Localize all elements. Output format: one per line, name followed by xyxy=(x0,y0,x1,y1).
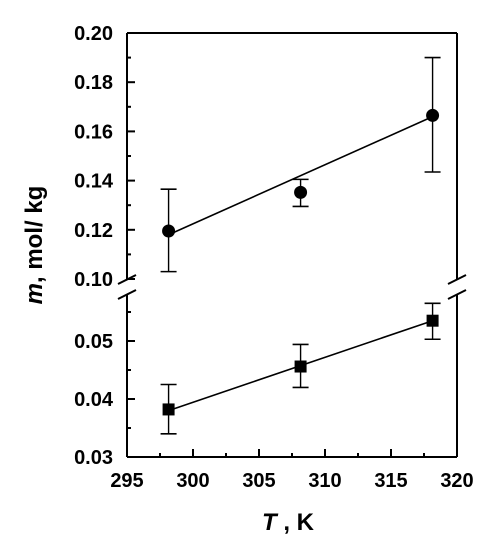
x-tick-label: 310 xyxy=(308,470,341,492)
fit-line xyxy=(168,115,433,236)
y-tick-label: 0.20 xyxy=(74,23,113,45)
x-tick-label: 315 xyxy=(374,470,407,492)
y-axis-title: m, mol/ kg xyxy=(21,186,48,305)
tick-marks xyxy=(126,32,458,458)
y-tick-label: 0.14 xyxy=(74,171,114,193)
data-point-circle xyxy=(426,108,440,122)
x-tick-label: 295 xyxy=(110,470,143,492)
tick-labels: 295 300 305 310 315 320 0.10 0.12 0.14 0.16 0.18 0.… xyxy=(74,23,474,492)
error-bars xyxy=(160,56,441,435)
y-tick-label: 0.16 xyxy=(74,121,113,143)
axis-break-mark xyxy=(447,274,467,285)
x-tick-label: 300 xyxy=(176,470,209,492)
y-tick-label: 0.10 xyxy=(74,269,113,291)
y-tick-label: 0.12 xyxy=(74,220,113,242)
data-point-circle xyxy=(294,185,308,199)
axis-break-mark xyxy=(447,289,467,300)
y-tick-label: 0.18 xyxy=(74,72,113,94)
data-point-square xyxy=(162,403,175,416)
axes xyxy=(126,32,458,458)
data-markers xyxy=(162,108,440,416)
x-axis-title: T , K xyxy=(262,509,315,536)
y-tick-label: 0.03 xyxy=(74,447,113,469)
x-tick-label: 320 xyxy=(440,470,473,492)
data-point-square xyxy=(294,360,307,373)
data-point-circle xyxy=(162,224,176,238)
y-tick-label: 0.04 xyxy=(74,389,114,411)
axis-break-mark xyxy=(117,289,137,300)
axis-break-mark xyxy=(117,274,137,285)
x-tick-label: 305 xyxy=(242,470,275,492)
data-point-square xyxy=(426,314,439,327)
y-tick-label: 0.05 xyxy=(74,331,113,353)
axis-breaks xyxy=(117,274,467,300)
